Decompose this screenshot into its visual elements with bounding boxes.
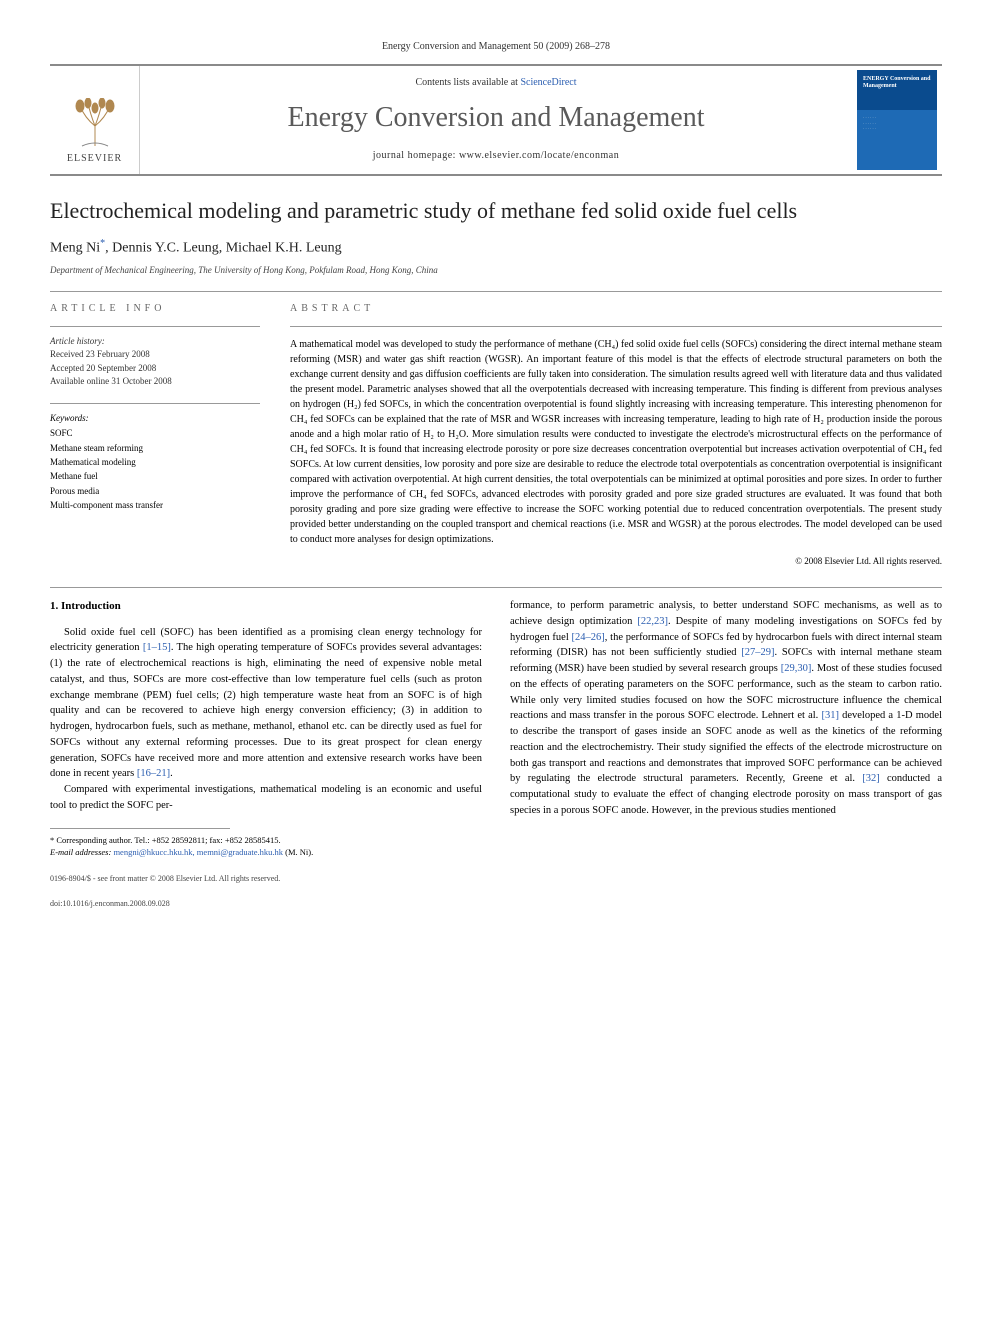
info-divider-2 bbox=[50, 403, 260, 404]
homepage-url[interactable]: www.elsevier.com/locate/enconman bbox=[459, 150, 619, 161]
keyword: Mathematical modeling bbox=[50, 455, 260, 469]
accepted-date: Accepted 20 September 2008 bbox=[50, 362, 260, 376]
ref-link[interactable]: [31] bbox=[821, 710, 839, 721]
elsevier-tree-icon bbox=[70, 98, 120, 148]
online-date: Available online 31 October 2008 bbox=[50, 375, 260, 389]
keywords-label: Keywords: bbox=[50, 412, 260, 425]
journal-cover: ENERGY Conversion and Management · · · ·… bbox=[852, 66, 942, 174]
ref-link[interactable]: [29,30] bbox=[781, 663, 812, 674]
journal-homepage: journal homepage: www.elsevier.com/locat… bbox=[150, 149, 842, 163]
author-1: Meng Ni bbox=[50, 240, 100, 255]
keyword: Methane fuel bbox=[50, 469, 260, 483]
body-paragraph: formance, to perform parametric analysis… bbox=[510, 598, 942, 819]
header-citation: Energy Conversion and Management 50 (200… bbox=[50, 40, 942, 54]
cover-toc: · · · · · ·· · · · · ·· · · · · · bbox=[863, 115, 931, 132]
footnote-separator bbox=[50, 828, 230, 829]
body-columns: 1. Introduction Solid oxide fuel cell (S… bbox=[50, 598, 942, 858]
email-label: E-mail addresses: bbox=[50, 847, 113, 857]
history-label: Article history: bbox=[50, 335, 260, 349]
affiliation: Department of Mechanical Engineering, Th… bbox=[50, 264, 942, 277]
journal-title: Energy Conversion and Management bbox=[150, 98, 842, 137]
abstract-divider bbox=[290, 326, 942, 327]
abstract-column: ABSTRACT A mathematical model was develo… bbox=[290, 302, 942, 568]
keywords-list: SOFC Methane steam reforming Mathematica… bbox=[50, 426, 260, 512]
page-root: Energy Conversion and Management 50 (200… bbox=[0, 0, 992, 949]
cover-thumbnail: ENERGY Conversion and Management · · · ·… bbox=[857, 70, 937, 170]
divider-mid bbox=[50, 587, 942, 588]
ref-link[interactable]: [22,23] bbox=[637, 616, 668, 627]
email-link[interactable]: mengni@hkucc.hku.hk, memni@graduate.hku.… bbox=[113, 847, 283, 857]
article-history: Article history: Received 23 February 20… bbox=[50, 335, 260, 389]
abstract-label: ABSTRACT bbox=[290, 302, 942, 316]
publisher-name: ELSEVIER bbox=[67, 152, 122, 166]
keyword: Methane steam reforming bbox=[50, 441, 260, 455]
copyright: © 2008 Elsevier Ltd. All rights reserved… bbox=[290, 555, 942, 568]
publisher-logo: ELSEVIER bbox=[50, 66, 140, 174]
body-column-right: formance, to perform parametric analysis… bbox=[510, 598, 942, 858]
body-paragraph: Compared with experimental investigation… bbox=[50, 782, 482, 814]
keyword: SOFC bbox=[50, 426, 260, 440]
author-3: Michael K.H. Leung bbox=[226, 240, 342, 255]
divider-top bbox=[50, 291, 942, 292]
author-separator: , bbox=[219, 240, 226, 255]
footnote-block: * Corresponding author. Tel.: +852 28592… bbox=[50, 835, 482, 859]
author-2: Dennis Y.C. Leung bbox=[112, 240, 219, 255]
authors: Meng Ni*, Dennis Y.C. Leung, Michael K.H… bbox=[50, 237, 942, 258]
footer-doi: doi:10.1016/j.enconman.2008.09.028 bbox=[50, 898, 942, 909]
footer-issn: 0196-8904/$ - see front matter © 2008 El… bbox=[50, 873, 942, 884]
info-divider-1 bbox=[50, 326, 260, 327]
keyword: Multi-component mass transfer bbox=[50, 498, 260, 512]
ref-link[interactable]: [24–26] bbox=[572, 632, 605, 643]
cover-title: ENERGY Conversion and Management bbox=[863, 76, 931, 89]
sciencedirect-link[interactable]: ScienceDirect bbox=[520, 77, 576, 88]
article-info-column: ARTICLE INFO Article history: Received 2… bbox=[50, 302, 260, 568]
section-heading-intro: 1. Introduction bbox=[50, 598, 482, 615]
ref-link[interactable]: [16–21] bbox=[137, 768, 170, 779]
contents-available: Contents lists available at ScienceDirec… bbox=[150, 76, 842, 90]
corresponding-author: * Corresponding author. Tel.: +852 28592… bbox=[50, 835, 482, 847]
keyword: Porous media bbox=[50, 484, 260, 498]
abstract-text: A mathematical model was developed to st… bbox=[290, 337, 942, 547]
contents-prefix: Contents lists available at bbox=[415, 77, 520, 88]
body-column-left: 1. Introduction Solid oxide fuel cell (S… bbox=[50, 598, 482, 858]
article-info-label: ARTICLE INFO bbox=[50, 302, 260, 316]
ref-link[interactable]: [1–15] bbox=[143, 642, 171, 653]
email-line: E-mail addresses: mengni@hkucc.hku.hk, m… bbox=[50, 847, 482, 859]
homepage-prefix: journal homepage: bbox=[373, 150, 459, 161]
journal-header: ELSEVIER Contents lists available at Sci… bbox=[50, 64, 942, 176]
body-paragraph: Solid oxide fuel cell (SOFC) has been id… bbox=[50, 625, 482, 783]
article-title: Electrochemical modeling and parametric … bbox=[50, 196, 942, 227]
received-date: Received 23 February 2008 bbox=[50, 348, 260, 362]
ref-link[interactable]: [32] bbox=[862, 773, 880, 784]
ref-link[interactable]: [27–29] bbox=[741, 647, 774, 658]
header-center: Contents lists available at ScienceDirec… bbox=[140, 66, 852, 174]
info-abstract-row: ARTICLE INFO Article history: Received 2… bbox=[50, 302, 942, 568]
email-suffix: (M. Ni). bbox=[283, 847, 313, 857]
